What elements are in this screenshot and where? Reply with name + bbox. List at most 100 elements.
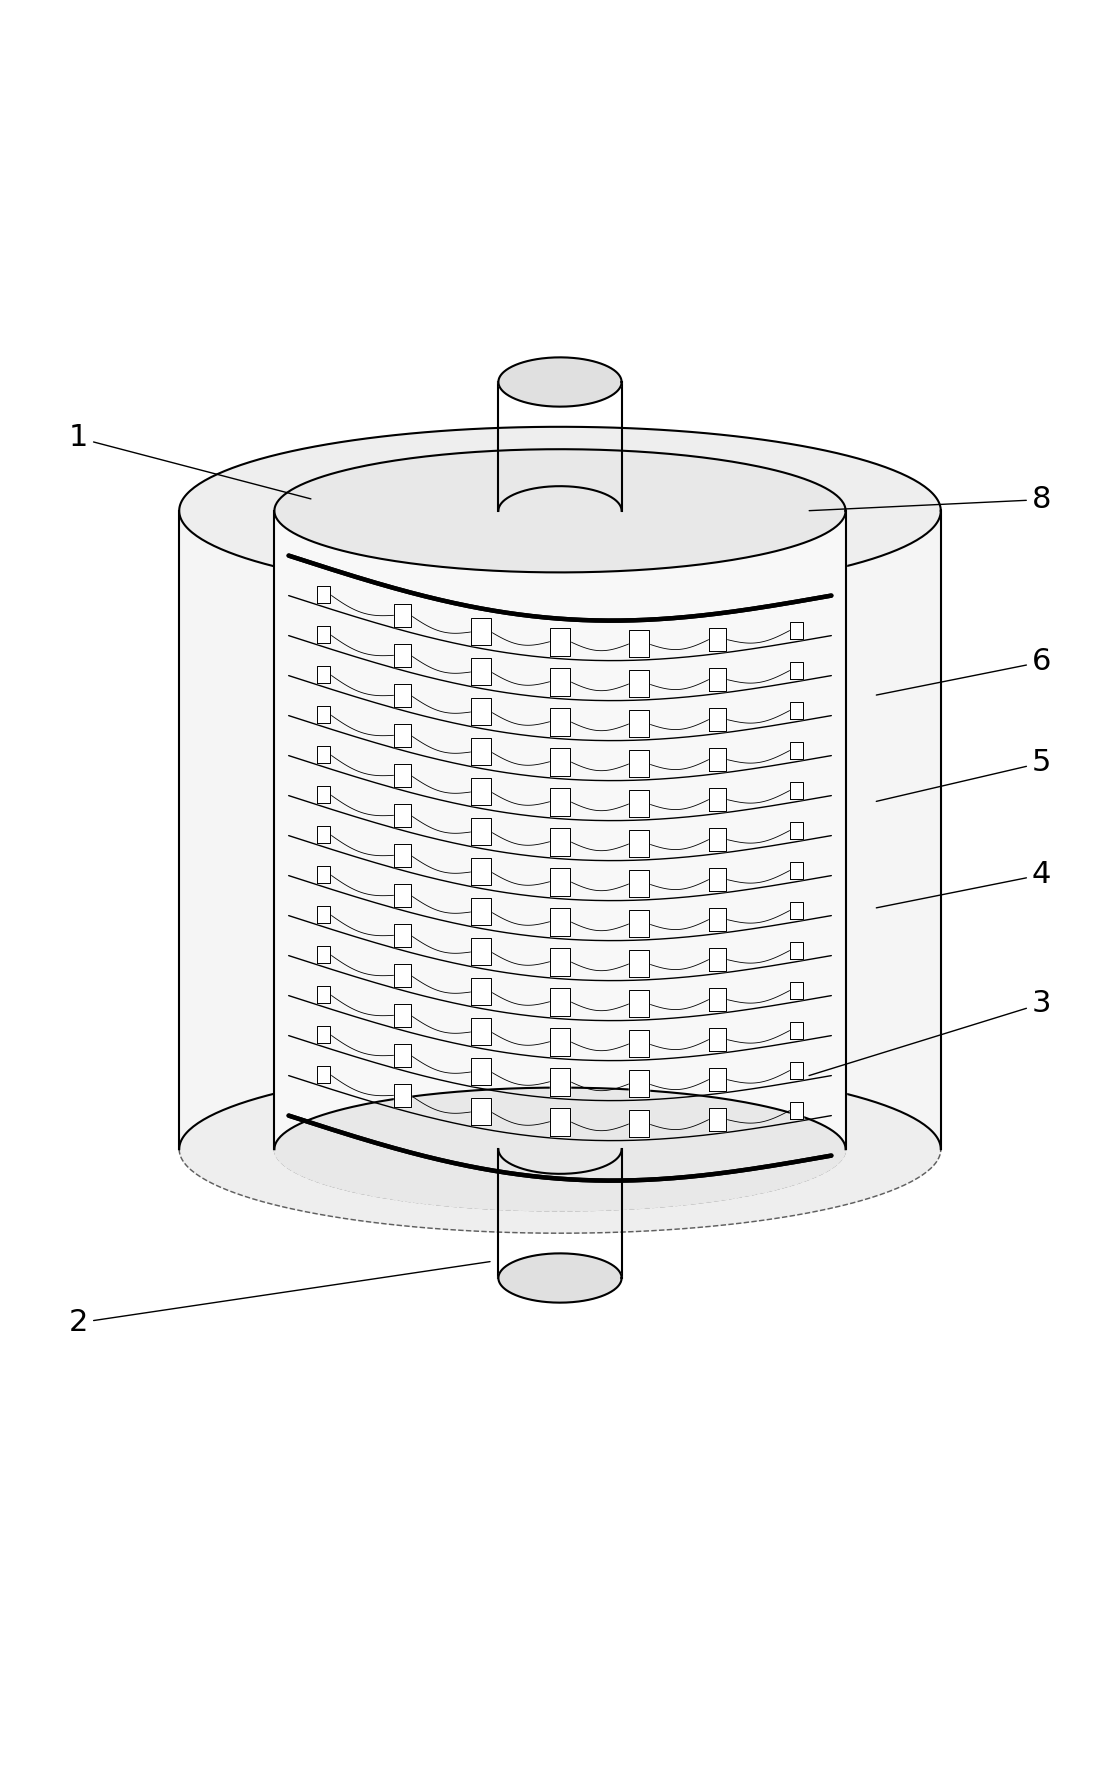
Polygon shape (709, 748, 726, 771)
Polygon shape (709, 668, 726, 691)
Polygon shape (709, 989, 726, 1010)
Polygon shape (550, 868, 570, 897)
Polygon shape (791, 622, 803, 638)
Polygon shape (791, 1102, 803, 1118)
Polygon shape (550, 907, 570, 936)
Polygon shape (550, 748, 570, 776)
Polygon shape (472, 1019, 491, 1045)
Polygon shape (498, 358, 622, 406)
Polygon shape (709, 868, 726, 891)
Polygon shape (791, 1022, 803, 1038)
Text: 3: 3 (809, 989, 1052, 1076)
Polygon shape (317, 985, 329, 1003)
Polygon shape (472, 698, 491, 725)
Polygon shape (709, 828, 726, 851)
Polygon shape (394, 923, 411, 946)
Text: 4: 4 (876, 859, 1052, 907)
Polygon shape (394, 604, 411, 627)
Polygon shape (629, 631, 648, 657)
Polygon shape (629, 711, 648, 737)
Polygon shape (629, 790, 648, 817)
Polygon shape (629, 1031, 648, 1058)
Text: 1: 1 (68, 424, 311, 500)
Polygon shape (498, 1253, 622, 1302)
Polygon shape (550, 787, 570, 815)
Polygon shape (791, 702, 803, 719)
Polygon shape (394, 1084, 411, 1108)
Polygon shape (394, 804, 411, 828)
Polygon shape (629, 751, 648, 778)
Polygon shape (709, 709, 726, 730)
Polygon shape (472, 659, 491, 686)
Polygon shape (394, 964, 411, 987)
Polygon shape (394, 643, 411, 666)
Polygon shape (472, 898, 491, 925)
Polygon shape (791, 1061, 803, 1079)
Polygon shape (317, 587, 329, 602)
Polygon shape (709, 1108, 726, 1131)
Polygon shape (629, 670, 648, 698)
Polygon shape (317, 905, 329, 923)
Polygon shape (317, 1026, 329, 1042)
Polygon shape (179, 427, 941, 595)
Polygon shape (394, 884, 411, 907)
Polygon shape (317, 785, 329, 803)
Polygon shape (317, 705, 329, 723)
Polygon shape (550, 668, 570, 696)
Polygon shape (317, 1065, 329, 1083)
Polygon shape (472, 778, 491, 804)
Polygon shape (317, 626, 329, 643)
Polygon shape (629, 1111, 648, 1138)
Polygon shape (472, 618, 491, 645)
Text: 5: 5 (876, 748, 1052, 801)
Text: 2: 2 (68, 1262, 491, 1338)
Polygon shape (472, 858, 491, 886)
Polygon shape (394, 684, 411, 707)
Polygon shape (394, 1044, 411, 1067)
Polygon shape (709, 948, 726, 971)
Polygon shape (274, 510, 846, 1150)
Polygon shape (791, 822, 803, 838)
Polygon shape (791, 742, 803, 758)
Polygon shape (629, 1070, 648, 1097)
Text: 6: 6 (876, 647, 1052, 695)
Polygon shape (709, 627, 726, 650)
Polygon shape (394, 1005, 411, 1026)
Polygon shape (629, 991, 648, 1017)
Polygon shape (472, 819, 491, 845)
Polygon shape (317, 826, 329, 843)
Polygon shape (317, 867, 329, 882)
Polygon shape (550, 948, 570, 976)
Text: 8: 8 (809, 486, 1052, 514)
Polygon shape (179, 510, 941, 1150)
Polygon shape (472, 739, 491, 766)
Polygon shape (394, 725, 411, 746)
Polygon shape (709, 789, 726, 810)
Polygon shape (791, 781, 803, 799)
Polygon shape (274, 448, 846, 572)
Polygon shape (550, 707, 570, 735)
Polygon shape (791, 902, 803, 918)
Polygon shape (629, 831, 648, 858)
Polygon shape (274, 1088, 846, 1210)
Polygon shape (709, 907, 726, 930)
Polygon shape (550, 627, 570, 656)
Polygon shape (629, 950, 648, 978)
Polygon shape (709, 1028, 726, 1051)
Polygon shape (179, 1065, 941, 1233)
Polygon shape (472, 939, 491, 966)
Polygon shape (550, 1067, 570, 1095)
Polygon shape (550, 1028, 570, 1056)
Polygon shape (629, 911, 648, 937)
Polygon shape (791, 941, 803, 959)
Polygon shape (629, 870, 648, 897)
Polygon shape (472, 978, 491, 1005)
Polygon shape (791, 661, 803, 679)
Polygon shape (550, 1108, 570, 1136)
Polygon shape (791, 982, 803, 999)
Polygon shape (550, 987, 570, 1015)
Polygon shape (317, 746, 329, 762)
Polygon shape (394, 843, 411, 867)
Polygon shape (317, 946, 329, 962)
Polygon shape (394, 764, 411, 787)
